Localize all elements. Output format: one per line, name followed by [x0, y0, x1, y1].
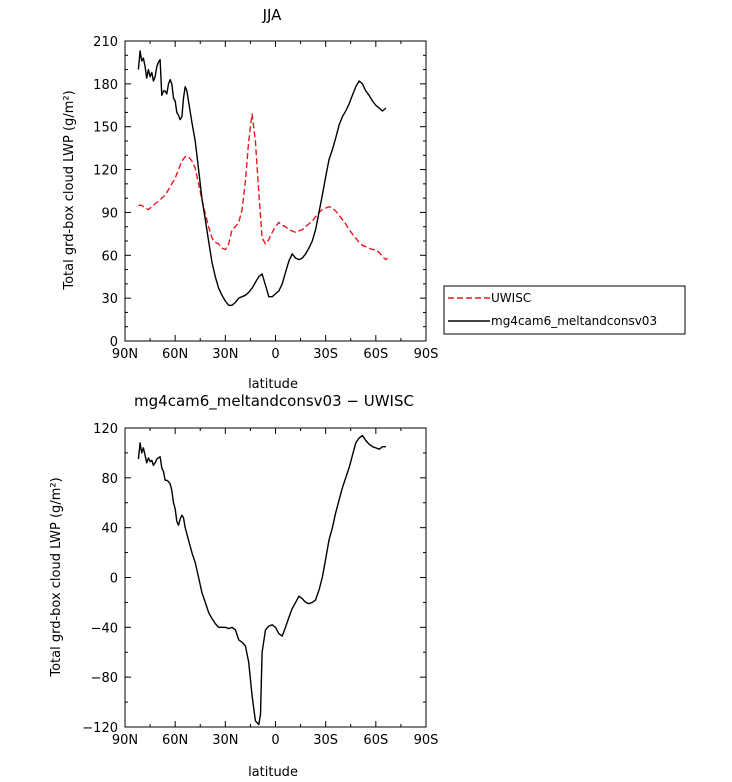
top-chart-series-line-1: [138, 113, 388, 261]
bottom-chart-y-tick-label: 120: [93, 422, 118, 437]
bottom-chart-plot-area: 90N 60N 30N 0 30S 60S 90S −120 −80 −40 0 40 80 120: [82, 422, 438, 748]
bottom-chart-y-tick-label: −120: [82, 721, 118, 736]
bottom-chart-x-tick-label: 0: [271, 733, 279, 748]
top-chart-frame: [124, 40, 427, 342]
bottom-chart-y-axis-label: Total grd-box cloud LWP (g/m²): [49, 477, 64, 677]
top-chart-y-tick-label: 150: [93, 121, 118, 136]
bottom-chart-x-tick-label: 90S: [414, 733, 439, 748]
top-chart-panel: JJA 90N 60N 30N 0 30S 60S 90S 0 30 60 90 120 150 180 2…: [62, 6, 686, 392]
bottom-chart-series-line-1: [137, 434, 386, 726]
top-chart-legend-label-1: UWISC: [491, 291, 531, 305]
top-chart-plot-area: 90N 60N 30N 0 30S 60S 90S 0 30 60 90 120 150 180 210: [93, 35, 438, 362]
top-chart-y-tick-label: 30: [101, 292, 118, 307]
top-chart-x-tick-label: 90S: [414, 347, 439, 362]
bottom-chart-y-tick-label: −80: [91, 671, 118, 686]
top-chart-title: JJA: [262, 6, 283, 24]
top-chart-y-tick-label: 120: [93, 164, 118, 179]
top-chart-x-tick-label: 60N: [162, 347, 188, 362]
top-chart-x-tick-label: 90N: [112, 347, 138, 362]
top-chart-x-tick-label: 30N: [212, 347, 238, 362]
bottom-chart-x-tick-label: 60N: [162, 733, 188, 748]
bottom-chart-x-tick-label: 90N: [112, 733, 138, 748]
top-chart-y-axis-label: Total grd-box cloud LWP (g/m²): [62, 90, 77, 290]
top-chart-y-tick-label: 90: [101, 206, 118, 221]
bottom-chart-x-axis-label: latitude: [248, 765, 298, 780]
top-chart-x-tick-label: 30S: [313, 347, 338, 362]
top-chart-y-tick-label: 0: [110, 335, 118, 350]
top-chart-x-tick-label: 60S: [363, 347, 388, 362]
bottom-chart-frame: [124, 427, 427, 728]
top-chart-x-axis-label: latitude: [248, 377, 298, 392]
bottom-chart-title: mg4cam6_meltandconsv03 − UWISC: [134, 392, 414, 411]
bottom-chart-x-tick-label: 30S: [313, 733, 338, 748]
bottom-chart-x-tick-label: 30N: [212, 733, 238, 748]
bottom-chart-y-tick-label: −40: [91, 621, 118, 636]
top-chart-y-tick-label: 210: [93, 35, 118, 50]
top-chart-legend-label-2: mg4cam6_meltandconsv03: [491, 314, 657, 328]
top-chart-y-tick-label: 180: [93, 78, 118, 93]
bottom-chart-y-tick-label: 40: [101, 522, 118, 537]
bottom-chart-y-tick-label: 80: [101, 472, 118, 487]
bottom-chart-y-tick-label: 0: [110, 572, 118, 587]
top-chart-x-tick-label: 0: [271, 347, 279, 362]
top-chart-series-line-2: [137, 50, 387, 306]
top-chart-legend: UWISC mg4cam6_meltandconsv03: [443, 285, 686, 335]
top-chart-y-tick-label: 60: [101, 249, 118, 264]
bottom-chart-panel: mg4cam6_meltandconsv03 − UWISC 90N 60N 30N…: [49, 392, 438, 780]
top-chart-legend-box: [443, 285, 686, 335]
bottom-chart-x-tick-label: 60S: [363, 733, 388, 748]
